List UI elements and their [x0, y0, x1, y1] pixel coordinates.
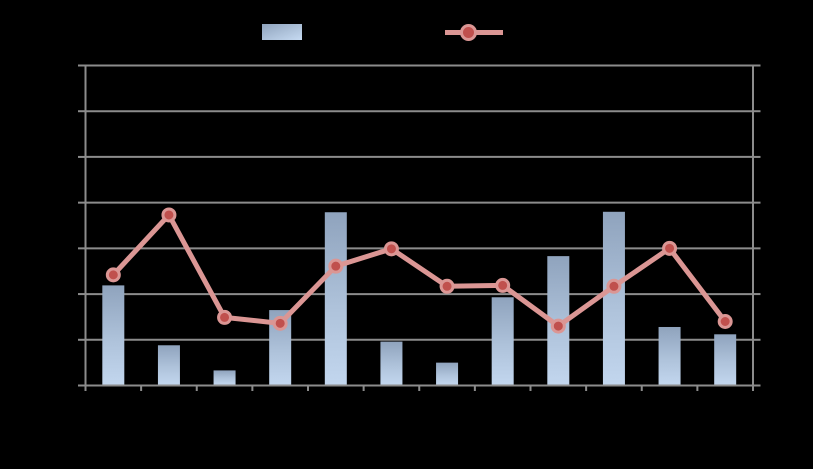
data-point-marker [439, 278, 455, 294]
line-swatch-marker-icon [460, 24, 477, 41]
chart-legend [0, 0, 813, 50]
bar [213, 370, 236, 385]
data-point-marker [495, 277, 511, 293]
bar [491, 297, 514, 385]
bar [102, 285, 125, 385]
bar-series-swatch [262, 24, 302, 40]
line-series [105, 207, 733, 334]
bar [602, 211, 625, 385]
line-series-swatch [445, 24, 503, 41]
data-point-marker [717, 314, 733, 329]
gridlines [85, 64, 753, 387]
trend-line [110, 212, 728, 329]
data-point-marker [550, 318, 566, 334]
bar [380, 341, 403, 385]
bar [658, 326, 681, 385]
bar [324, 212, 347, 385]
data-point-marker [272, 315, 288, 331]
axes [78, 64, 761, 391]
bar [714, 334, 737, 385]
data-point-marker [606, 278, 622, 294]
bar [436, 362, 459, 385]
bar [157, 345, 180, 385]
data-point-marker [105, 267, 121, 283]
data-point-marker [328, 258, 344, 274]
bar [269, 310, 292, 385]
legend-entry-bar-series [262, 24, 310, 40]
data-point-marker [217, 309, 233, 325]
bar-series [102, 211, 737, 385]
legend-entry-line-series [445, 24, 511, 41]
data-point-marker [383, 241, 399, 257]
data-point-marker [161, 207, 177, 223]
data-point-marker [662, 240, 678, 256]
